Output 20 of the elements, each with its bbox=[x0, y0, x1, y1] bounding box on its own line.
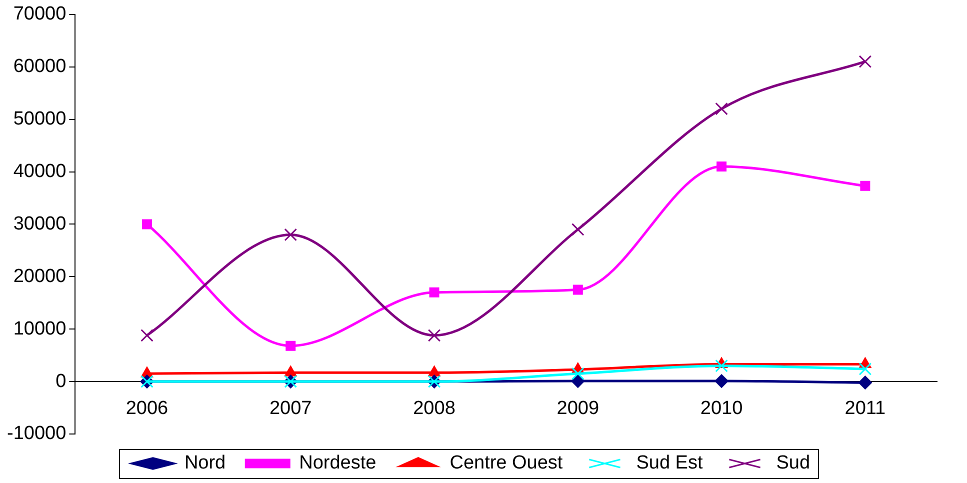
y-tick-label: 40000 bbox=[13, 160, 66, 182]
legend-label: Nord bbox=[184, 452, 226, 474]
y-tick-label: 70000 bbox=[13, 4, 66, 25]
y-tick-label: 60000 bbox=[13, 56, 66, 78]
legend-label: Sud bbox=[776, 452, 810, 474]
legend-label: Sud Est bbox=[636, 452, 704, 474]
y-tick-label: 50000 bbox=[13, 108, 66, 130]
x-tick-label: 2007 bbox=[269, 398, 312, 420]
legend-label: Centre Ouest bbox=[450, 452, 564, 474]
legend-label: Nordeste bbox=[299, 452, 376, 474]
y-tick-label: 20000 bbox=[13, 266, 66, 287]
x-tick-label: 2011 bbox=[844, 398, 886, 420]
x-tick-label: 2006 bbox=[126, 398, 168, 420]
x-tick-label: 2010 bbox=[700, 398, 743, 420]
y-tick-label: 10000 bbox=[13, 318, 66, 340]
x-tick-label: 2008 bbox=[413, 398, 456, 420]
x-tick-label: 2009 bbox=[556, 398, 600, 420]
y-tick-label: 0 bbox=[56, 370, 66, 392]
y-tick-label: 30000 bbox=[13, 213, 66, 234]
y-tick-label: -10000 bbox=[6, 423, 66, 444]
